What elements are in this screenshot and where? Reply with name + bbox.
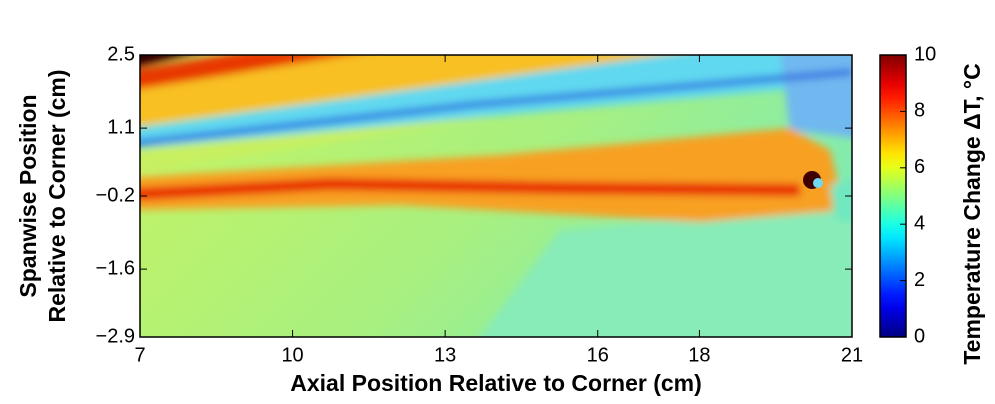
y-tick-label: 1.1 xyxy=(107,116,135,138)
y-tick-label: 2.5 xyxy=(107,43,135,65)
colorbar-tick-label: 6 xyxy=(914,156,925,178)
x-tick-label: 13 xyxy=(434,344,456,366)
colorbar-label: Temperature Change ΔT, °C xyxy=(959,63,985,364)
y-axis-label: Relative to Corner (cm) xyxy=(44,69,70,322)
x-axis-label: Axial Position Relative to Corner (cm) xyxy=(290,370,702,396)
heatmap-image xyxy=(140,55,852,337)
colorbar-tick-label: 4 xyxy=(914,212,925,234)
colorbar xyxy=(879,54,907,338)
y-tick-label: −1.6 xyxy=(96,257,135,279)
x-tick-label: 10 xyxy=(281,344,303,366)
x-tick-label: 18 xyxy=(688,344,710,366)
x-tick-label: 21 xyxy=(841,344,863,366)
x-tick-label: 16 xyxy=(587,344,609,366)
y-axis-label: Spanwise Position xyxy=(15,94,41,297)
colorbar-tick-label: 8 xyxy=(914,100,925,122)
colorbar-tick-label: 10 xyxy=(914,43,936,65)
x-tick-label: 7 xyxy=(134,344,145,366)
y-tick-label: −2.9 xyxy=(96,325,135,347)
colorbar-tick-label: 2 xyxy=(914,269,925,291)
y-tick-label: −0.2 xyxy=(96,184,135,206)
colorbar-tick-label: 0 xyxy=(914,325,925,347)
